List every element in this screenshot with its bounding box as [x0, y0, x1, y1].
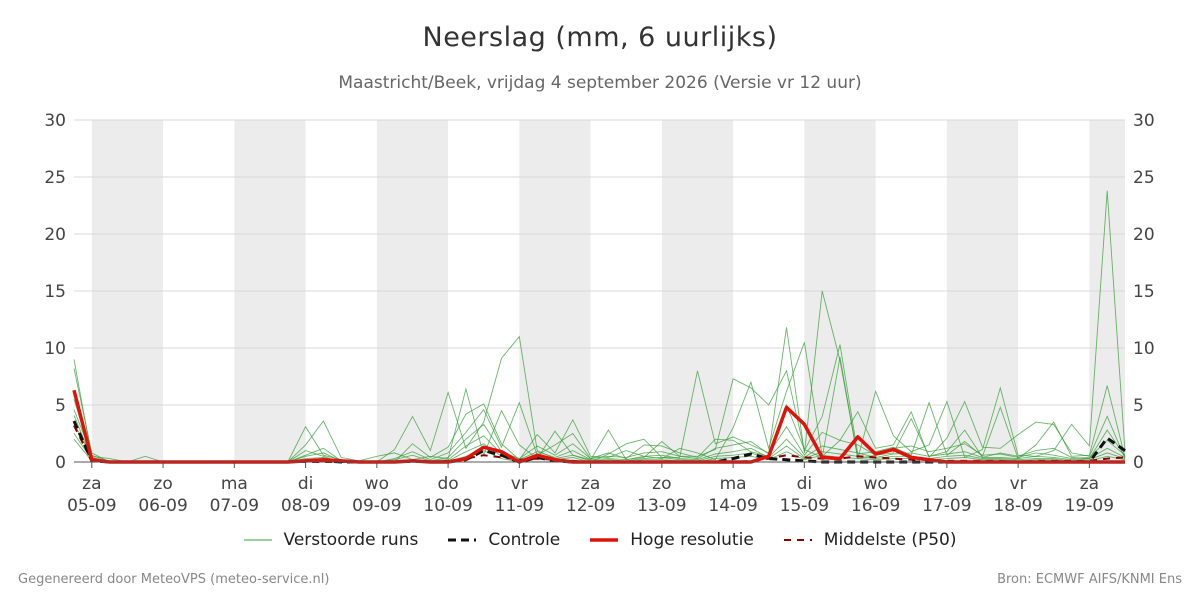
y-tick-label-right: 25 — [1133, 168, 1155, 188]
legend-item-ensemble: Verstoorde runs — [243, 530, 419, 550]
x-tick-label-date: 05-09 — [67, 496, 116, 516]
y-tick-label-right: 0 — [1133, 453, 1144, 473]
y-tick-label-left: 20 — [44, 225, 66, 245]
y-tick-label-left: 0 — [55, 453, 66, 473]
legend-label-median: Middelste (P50) — [823, 530, 957, 550]
x-tick-label-day: ma — [720, 474, 747, 494]
x-tick-label-day: do — [936, 474, 957, 494]
x-tick-label-day: zo — [153, 474, 172, 494]
x-tick-label-day: di — [298, 474, 314, 494]
x-tick-label-day: zo — [652, 474, 671, 494]
x-tick-label-date: 10-09 — [423, 496, 472, 516]
x-tick-label-day: do — [437, 474, 458, 494]
x-tick-label-date: 14-09 — [708, 496, 757, 516]
x-tick-label-date: 13-09 — [637, 496, 686, 516]
x-tick-label-date: 12-09 — [566, 496, 615, 516]
legend-swatch-median — [783, 539, 812, 541]
x-tick-label-date: 11-09 — [495, 496, 544, 516]
legend-swatch-ensemble — [243, 539, 272, 541]
legend-item-hires: Hoge resolutie — [590, 530, 754, 550]
y-tick-label-right: 20 — [1133, 225, 1155, 245]
y-tick-label-left: 5 — [55, 396, 66, 416]
x-tick-label-date: 06-09 — [138, 496, 187, 516]
x-tick-label-day: za — [581, 474, 600, 494]
x-tick-label-date: 08-09 — [281, 496, 330, 516]
legend-swatch-control — [448, 538, 477, 542]
x-tick-label-date: 15-09 — [780, 496, 829, 516]
y-tick-label-left: 15 — [44, 282, 66, 302]
legend-label-control: Controle — [488, 530, 561, 550]
legend-label-ensemble: Verstoorde runs — [283, 530, 419, 550]
x-tick-label-date: 07-09 — [210, 496, 259, 516]
x-tick-label-date: 19-09 — [1065, 496, 1114, 516]
legend-label-hires: Hoge resolutie — [630, 530, 754, 550]
y-tick-label-left: 30 — [44, 111, 66, 131]
x-tick-label-date: 17-09 — [922, 496, 971, 516]
legend-item-median: Middelste (P50) — [783, 530, 957, 550]
y-tick-label-right: 10 — [1133, 339, 1155, 359]
x-tick-label-day: vr — [1010, 474, 1027, 494]
chart-legend: Verstoorde runs Controle Hoge resolutie … — [0, 530, 1200, 550]
x-tick-label-date: 09-09 — [352, 496, 401, 516]
x-tick-label-date: 18-09 — [993, 496, 1042, 516]
x-tick-label-day: wo — [863, 474, 887, 494]
chart-title: Neerslag (mm, 6 uurlijks) — [422, 22, 778, 53]
legend-swatch-hires — [590, 538, 619, 542]
y-tick-label-right: 15 — [1133, 282, 1155, 302]
y-tick-label-right: 30 — [1133, 111, 1155, 131]
footer-credit: Gegenereerd door MeteoVPS (meteo-service… — [18, 572, 330, 587]
chart-subtitle: Maastricht/Beek, vrijdag 4 september 202… — [338, 73, 862, 93]
footer-source: Bron: ECMWF AIFS/KNMI Ens — [997, 572, 1182, 587]
x-tick-label-day: vr — [511, 474, 528, 494]
y-tick-label-left: 10 — [44, 339, 66, 359]
legend-item-control: Controle — [448, 530, 560, 550]
x-tick-label-day: ma — [221, 474, 248, 494]
y-tick-label-left: 25 — [44, 168, 66, 188]
x-tick-label-day: wo — [365, 474, 389, 494]
x-tick-label-day: za — [1080, 474, 1099, 494]
x-tick-label-day: di — [797, 474, 813, 494]
x-tick-label-date: 16-09 — [851, 496, 900, 516]
y-tick-label-right: 5 — [1133, 396, 1144, 416]
x-tick-label-day: za — [82, 474, 101, 494]
